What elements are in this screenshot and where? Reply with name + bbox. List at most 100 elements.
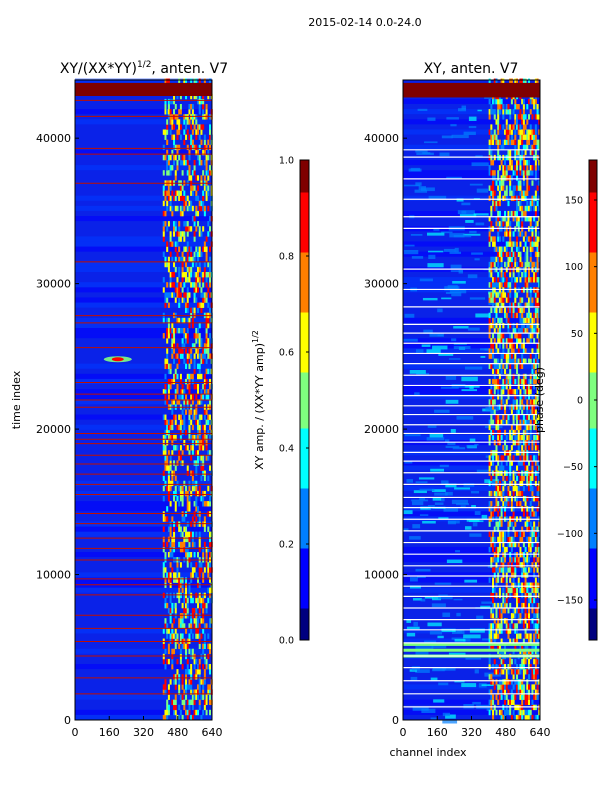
panel2-cell <box>516 358 519 364</box>
panel2-phase-blob <box>453 326 469 329</box>
panel2-phase-blob <box>450 270 463 272</box>
panel1-cell <box>166 572 169 578</box>
panel2-cell <box>534 277 537 283</box>
panel1-cell <box>171 241 174 247</box>
panel2-cell <box>519 394 522 400</box>
panel2-cell <box>492 409 495 415</box>
panel2-cell <box>498 602 501 609</box>
panel2-cell <box>521 170 524 176</box>
panel2-cell <box>534 531 537 538</box>
panel2-cell <box>509 210 512 217</box>
panel1-cell <box>169 378 172 385</box>
panel2-cell <box>504 664 507 670</box>
panel2-cell <box>531 302 534 308</box>
panel1-cell <box>183 297 186 303</box>
panel1-cell <box>197 389 200 395</box>
panel2-cell <box>514 404 517 410</box>
panel2-texture-band <box>403 170 540 176</box>
panel2-phase-blob <box>423 329 433 334</box>
colorbar1-segment <box>300 520 309 525</box>
panel2-cell <box>521 384 524 390</box>
panel1-cell <box>188 541 191 548</box>
panel1-cell <box>198 623 201 629</box>
colorbar2-segment <box>589 228 597 233</box>
panel1-cell <box>185 536 188 543</box>
panel2-cell <box>495 506 498 512</box>
panel1-cell <box>207 689 210 695</box>
panel2-cell <box>500 623 503 629</box>
panel2-cell <box>514 363 517 370</box>
panel1-cell <box>179 460 182 466</box>
panel2-phase-blob <box>447 285 458 289</box>
panel2-cell <box>538 424 541 431</box>
panel2-cell <box>504 694 507 700</box>
panel2-cell <box>538 572 541 578</box>
panel2-cell <box>490 322 493 329</box>
panel1-cell <box>200 292 203 298</box>
panel2-cell <box>529 251 532 258</box>
panel1-cell <box>164 399 167 405</box>
colorbar1-tick-label: 0.0 <box>279 636 294 647</box>
panel1-cell <box>207 261 210 268</box>
panel1-cell <box>162 714 165 721</box>
panel1-cell <box>207 348 210 354</box>
panel1-cell <box>185 134 188 140</box>
panel2-cell <box>488 658 491 665</box>
panel2-cell <box>529 546 532 553</box>
panel1-cell <box>202 277 205 283</box>
panel2-cell <box>488 297 491 303</box>
panel2-cell <box>526 251 529 258</box>
panel2-cell <box>534 409 537 415</box>
panel1-cell <box>171 440 174 446</box>
colorbar2-segment <box>589 472 597 477</box>
panel1-cell <box>193 409 196 415</box>
panel2-phase-blob <box>415 669 430 673</box>
panel2-cell <box>495 501 498 507</box>
panel2-cell <box>495 485 498 492</box>
panel1-cell <box>186 119 189 125</box>
panel1-cell <box>179 160 182 166</box>
panel1-cell <box>179 124 182 130</box>
panel2-cell <box>531 333 534 339</box>
panel2-cell <box>533 669 536 675</box>
panel1-cell <box>173 226 176 232</box>
panel2-cell <box>517 541 520 548</box>
panel2-cell <box>510 338 513 344</box>
panel2-cell <box>534 149 537 156</box>
panel1-cell <box>186 353 189 359</box>
colorbar1-segment <box>300 260 309 265</box>
panel1-cell <box>169 363 172 370</box>
panel2-cell <box>517 409 520 415</box>
panel2-cell <box>493 363 496 370</box>
colorbar2-segment <box>589 620 597 625</box>
panel2-cell <box>507 378 510 385</box>
panel2-texture-band <box>403 160 540 166</box>
panel1-cell <box>209 501 212 507</box>
panel1-cell <box>176 389 179 395</box>
panel1-cell <box>164 129 167 135</box>
panel2-cell <box>502 353 505 359</box>
panel2-cell <box>512 429 515 436</box>
panel1-cell <box>166 363 169 370</box>
panel2-phase-blob <box>433 228 440 231</box>
panel1-cell <box>191 394 194 400</box>
panel1-cell <box>174 175 177 181</box>
panel1-cell <box>176 577 179 583</box>
panel2-cell <box>488 129 491 135</box>
panel2-cell <box>522 144 525 151</box>
panel2-cell <box>497 358 500 364</box>
panel2-cell <box>507 322 510 329</box>
panel2-cell <box>498 221 501 227</box>
panel2-cell <box>497 114 500 120</box>
panel2-phase-blob <box>427 232 445 236</box>
panel2-cell <box>507 109 510 115</box>
panel1-texture-band <box>75 297 212 303</box>
panel2-cell <box>502 669 505 675</box>
panel1-cell <box>186 552 189 558</box>
panel1-cell <box>195 246 198 252</box>
panel2-cell <box>507 200 510 207</box>
panel2-cell <box>488 664 491 670</box>
panel2-phase-blob <box>461 105 467 110</box>
panel1-cell <box>174 490 177 497</box>
panel2-cell <box>516 496 519 502</box>
